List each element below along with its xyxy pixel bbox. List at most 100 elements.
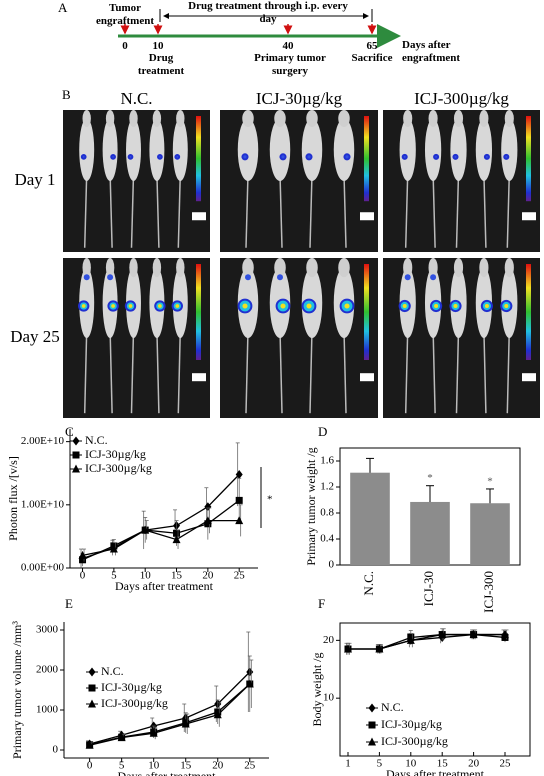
mouse-body: [237, 118, 259, 181]
event-day: 65: [366, 40, 378, 52]
x-tick-label: 10: [405, 758, 417, 770]
mouse-body: [424, 118, 442, 181]
mouse-tail: [309, 329, 313, 414]
legend-label: N.C.: [101, 664, 124, 678]
mouse-tail: [506, 329, 511, 414]
bar: [470, 503, 510, 565]
x-tick-label: 5: [119, 760, 125, 772]
series-line: [89, 683, 251, 746]
legend-marker: [88, 684, 96, 692]
marker: [469, 630, 478, 639]
x-tick-label: 10: [148, 760, 160, 772]
panel-label: A: [58, 0, 68, 15]
legend-marker: [368, 703, 376, 713]
signal-spot: [127, 153, 134, 160]
mouse-tail: [432, 173, 436, 248]
legend-marker: [88, 699, 96, 708]
signal-spot: [174, 153, 181, 160]
marker: [438, 630, 447, 639]
y-tick-label: 1.00E+10: [21, 498, 65, 510]
x-tick-label: 20: [468, 758, 480, 770]
mouse-body: [450, 118, 467, 181]
timeline-title: Drug treatment through i.p. every day: [188, 0, 348, 25]
signal-spot: [128, 304, 133, 308]
bar: [350, 472, 390, 565]
legend-label: ICJ-300µg/kg: [101, 696, 168, 710]
panel-label: B: [62, 87, 71, 102]
mouse-head: [82, 258, 91, 278]
mouse-tail: [455, 173, 460, 248]
mouse-tail: [279, 173, 283, 248]
y-tick-label: 1.2: [320, 481, 334, 493]
marker: [78, 550, 87, 559]
marker: [344, 644, 352, 653]
y-axis-label: Photon flux /[v/s]: [6, 456, 20, 541]
mouse-tail: [245, 173, 249, 248]
event-label: Primary tumor surgery: [254, 52, 326, 77]
marker: [117, 733, 126, 742]
x-axis-label: Days after treatment: [115, 579, 214, 593]
signal-spot: [433, 153, 440, 160]
mouse-body: [269, 118, 291, 181]
mouse-head: [338, 110, 350, 128]
signal-spot: [110, 153, 116, 160]
panel-label: F: [318, 596, 325, 611]
colorbar: [364, 116, 369, 202]
mouse-tail: [404, 329, 409, 414]
mouse-head: [428, 110, 438, 128]
series-line: [89, 671, 251, 745]
signal-spot: [245, 274, 251, 281]
mouse-head: [504, 110, 514, 128]
x-tick-label: 0: [87, 760, 93, 772]
marker: [235, 469, 243, 479]
bar: [410, 501, 450, 565]
panel-label: D: [318, 424, 327, 439]
y-tick-label: 0: [329, 559, 335, 571]
significance: *: [487, 475, 493, 487]
mouse-tail: [343, 329, 347, 414]
signal-spot: [305, 153, 313, 161]
x-tick-label: 25: [500, 758, 512, 770]
x-tick-label: 0: [80, 570, 86, 582]
mouse-tail: [343, 173, 347, 248]
mouse-tail: [156, 329, 160, 414]
marker: [375, 644, 384, 653]
mouse-head: [479, 258, 489, 278]
event-day: 40: [282, 40, 294, 52]
marker: [213, 710, 222, 719]
signal-spot: [107, 274, 114, 281]
mouse-head: [105, 258, 115, 278]
group-header: N.C.: [120, 89, 152, 108]
colorbar: [526, 116, 531, 202]
mouse-tail: [109, 329, 113, 414]
legend-label: ICJ-30µg/kg: [101, 680, 162, 694]
y-tick-label: 0.8: [320, 507, 334, 519]
y-tick-label: 0: [53, 744, 59, 756]
signal-spot: [430, 274, 437, 281]
y-axis-label: Primary tumor volume /mm³: [10, 621, 24, 759]
y-tick-label: 3000: [36, 624, 59, 636]
marker: [181, 719, 190, 728]
mouse-tail: [245, 329, 249, 414]
y-tick-label: 10: [323, 692, 335, 704]
event-label: Sacrifice: [351, 52, 393, 64]
legend-label: ICJ-300µg/kg: [381, 734, 448, 748]
legend-marker: [72, 464, 80, 473]
group-header: ICJ-30µg/kg: [256, 89, 343, 108]
event-label: Tumor engraftment: [95, 2, 155, 27]
legend-marker: [72, 436, 80, 446]
mouse-tail: [83, 329, 88, 414]
signal-spot: [306, 303, 312, 309]
colorbar-note: [192, 212, 206, 221]
y-axis-label: Body weight /g: [310, 653, 324, 727]
colorbar: [364, 264, 369, 360]
x-tick-label: 1: [345, 758, 351, 770]
y-tick-label: 2000: [36, 664, 59, 676]
mouse-head: [176, 258, 185, 278]
mouse-head: [453, 258, 464, 278]
mouse-tail: [506, 173, 511, 248]
mouse-head: [274, 110, 286, 128]
signal-spot: [344, 303, 350, 309]
mouse-head: [479, 110, 489, 128]
x-tick-label: ICJ-300: [481, 571, 496, 613]
